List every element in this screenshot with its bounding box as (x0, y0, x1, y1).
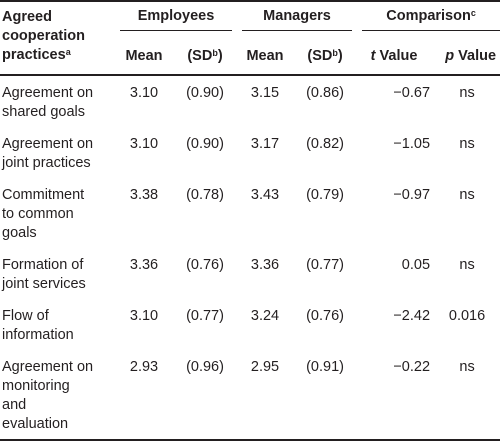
group-comparison-label: Comparisonc (362, 8, 500, 31)
cell-mgr-mean: 3.36 (250, 257, 280, 273)
cell-emp-sd: (0.76) (186, 257, 224, 273)
cell-emp-sd: (0.96) (186, 359, 224, 375)
group-employees-label: Employees (120, 8, 233, 31)
row-label-line: Agreement on (2, 85, 94, 101)
cell-p-value: ns (459, 359, 475, 375)
row-label-line: information (2, 327, 74, 343)
cell-emp-mean: 3.10 (129, 308, 159, 324)
stub-header-line3: practices (2, 47, 66, 63)
cell-mgr-sd: (0.76) (306, 308, 344, 324)
row-label-line: to common (2, 206, 74, 222)
cell-t-value: −0.22 (393, 359, 431, 375)
row-label-line: Formation of (2, 257, 84, 273)
table-body: Agreement on shared goals 3.10 (0.90) 3.15 (0… (0, 75, 500, 440)
row-label-line: joint services (2, 276, 86, 292)
cell-mgr-sd: (0.91) (306, 359, 344, 375)
row-label-line: and (2, 397, 27, 413)
cell-emp-sd: (0.90) (186, 85, 224, 101)
cell-emp-mean: 3.10 (129, 136, 159, 152)
group-header-employees: Employees (112, 1, 234, 38)
stub-header-line2: cooperation (2, 28, 85, 44)
cell-t-value: −0.97 (393, 187, 431, 203)
cell-mgr-sd: (0.79) (306, 187, 344, 203)
cell-emp-mean: 3.10 (129, 85, 159, 101)
row-label: Agreement on monitoring and evaluation (0, 350, 112, 440)
stub-header-line1: Agreed (2, 9, 52, 25)
cell-t-value: −2.42 (393, 308, 431, 324)
row-label-line: Commitment (2, 187, 85, 203)
row-label-line: joint practices (2, 155, 91, 171)
cell-p-value: 0.016 (448, 308, 486, 324)
row-label-line: Flow of (2, 308, 49, 324)
cell-p-value: ns (459, 257, 475, 273)
row-label: Flow of information (0, 299, 112, 350)
cell-mgr-sd: (0.82) (306, 136, 344, 152)
row-label: Commitment to common goals (0, 178, 112, 248)
cell-mgr-mean: 3.24 (250, 308, 280, 324)
row-label: Formation of joint services (0, 248, 112, 299)
cell-t-value: −1.05 (393, 136, 431, 152)
table-row: Agreement on shared goals 3.10 (0.90) 3.15 (0… (0, 75, 500, 127)
cell-emp-mean: 2.93 (129, 359, 159, 375)
cell-t-value: 0.05 (401, 257, 431, 273)
group-header-managers: Managers (234, 1, 354, 38)
group-header-comparison: Comparisonc (354, 1, 500, 38)
row-label-line: monitoring (2, 378, 70, 394)
row-label-line: Agreement on (2, 136, 94, 152)
cell-emp-sd: (0.90) (186, 136, 224, 152)
cell-emp-mean: 3.36 (129, 257, 159, 273)
row-label: Agreement on shared goals (0, 75, 112, 127)
col-emp-mean: Mean (125, 48, 163, 64)
stub-header-footnote: a (65, 47, 71, 57)
cell-mgr-mean: 2.95 (250, 359, 280, 375)
col-emp-sd: (SDb) (187, 48, 223, 64)
cell-mgr-mean: 3.15 (250, 85, 280, 101)
cell-p-value: ns (459, 136, 475, 152)
table-row: Commitment to common goals 3.38 (0.78) 3.43 (0… (0, 178, 500, 248)
comparison-footnote: c (470, 8, 476, 18)
row-label-line: evaluation (2, 416, 69, 432)
cell-mgr-sd: (0.86) (306, 85, 344, 101)
cell-emp-sd: (0.77) (186, 308, 224, 324)
stub-header: Agreed cooperation practicesa (0, 1, 112, 75)
col-p-value: p Value (445, 48, 497, 64)
cell-p-value: ns (459, 85, 475, 101)
table-row: Agreement on monitoring and evaluation 2.93 (… (0, 350, 500, 440)
cell-emp-sd: (0.78) (186, 187, 224, 203)
cell-t-value: −0.67 (393, 85, 431, 101)
row-label: Agreement on joint practices (0, 127, 112, 178)
cell-mgr-sd: (0.77) (306, 257, 344, 273)
row-label-line: shared goals (2, 104, 86, 120)
table-row: Formation of joint services 3.36 (0.76) 3.36… (0, 248, 500, 299)
header-row-groups: Agreed cooperation practicesa Employees … (0, 1, 500, 63)
cell-p-value: ns (459, 187, 475, 203)
cell-mgr-mean: 3.43 (250, 187, 280, 203)
col-mgr-mean: Mean (246, 48, 284, 64)
row-label-line: Agreement on (2, 359, 94, 375)
cell-emp-mean: 3.38 (129, 187, 159, 203)
col-t-value: t Value (370, 48, 418, 64)
cell-mgr-mean: 3.17 (250, 136, 280, 152)
group-managers-label: Managers (242, 8, 353, 31)
row-label-line: goals (2, 225, 37, 241)
table-row: Agreement on joint practices 3.10 (0.90) 3.1… (0, 127, 500, 178)
header-row-columns: Mean (SDb) Mean (SDb) t Value p Value (0, 38, 500, 75)
table-row: Flow of information 3.10 (0.77) 3.24 (0.76) −2… (0, 299, 500, 350)
col-mgr-sd: (SDb) (307, 48, 343, 64)
